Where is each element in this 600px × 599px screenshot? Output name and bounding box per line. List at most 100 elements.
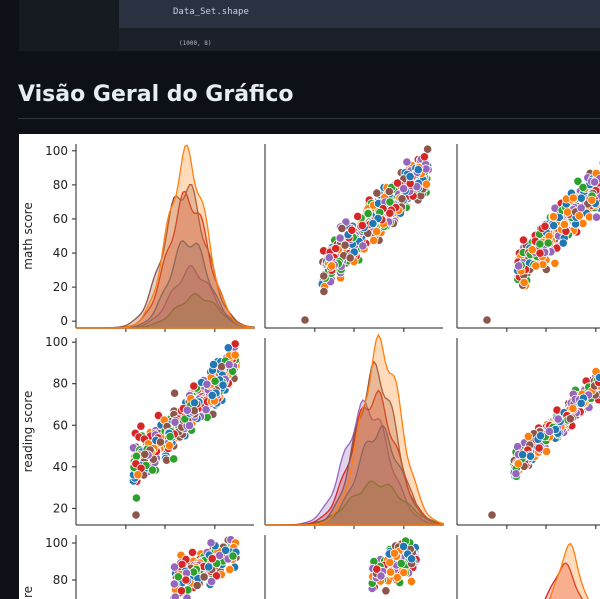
kde-curve (76, 144, 255, 329)
scatter-point (527, 245, 537, 255)
scatter-point (553, 414, 563, 424)
y-tick-label-reading: 100 (45, 335, 68, 349)
scatter-point (517, 450, 528, 460)
y-tick-label-writing: 80 (53, 573, 68, 587)
scatter-point (228, 551, 238, 561)
code-cell[interactable]: Data_Set.shape (1000, 8) (19, 0, 600, 51)
scatter-point (225, 564, 235, 575)
scatter-point (319, 271, 329, 281)
y-tick-label-reading: 80 (53, 377, 68, 391)
scatter-point (169, 579, 179, 589)
kde-curve (544, 562, 584, 599)
scatter-point (230, 350, 240, 360)
scatter-point (164, 441, 174, 451)
scatter-point (562, 207, 573, 217)
scatter-point (392, 572, 402, 583)
scatter-point (136, 421, 146, 431)
y-tick-label-writing: 100 (45, 536, 68, 550)
scatter-point (170, 388, 180, 398)
scatter-point (519, 277, 529, 287)
scatter-point (385, 208, 395, 218)
scatter-point (591, 212, 600, 222)
scatter-point (184, 420, 195, 431)
scatter-point (421, 179, 431, 189)
scatter-point (199, 572, 209, 582)
scatter-point (358, 241, 368, 251)
y-tick-label-reading: 40 (53, 460, 68, 474)
scatter-point (514, 261, 524, 271)
scatter-point (131, 493, 142, 503)
scatter-point (398, 184, 409, 194)
scatter-point (173, 572, 183, 582)
scatter-point (548, 212, 559, 222)
code-input[interactable] (119, 0, 600, 28)
code-cell-gutter (19, 0, 119, 51)
scatter-point (487, 510, 497, 520)
scatter-point (518, 235, 528, 245)
scatter-point (192, 580, 202, 590)
scatter-point (347, 225, 357, 235)
scatter-point (300, 315, 310, 325)
scatter-point (392, 178, 403, 188)
scatter-point (368, 218, 378, 229)
scatter-point (357, 220, 367, 231)
scatter-point (327, 261, 337, 271)
scatter-point (140, 449, 150, 459)
scatter-point (534, 443, 544, 453)
scatter-point (170, 417, 180, 427)
scatter-point (574, 211, 584, 221)
scatter-point (363, 209, 373, 219)
scatter-point (169, 562, 180, 572)
scatter-point (169, 454, 179, 464)
scatter-point (535, 239, 545, 249)
scatter-point (376, 571, 386, 581)
scatter-point (337, 223, 347, 234)
scatter-point (576, 398, 586, 408)
scatter-point (422, 144, 433, 154)
scatter-point (587, 195, 597, 205)
code-output: (1000, 8) (179, 40, 212, 47)
scatter-point (207, 554, 217, 564)
y-tick-label-math: 100 (45, 144, 68, 158)
scatter-point (513, 459, 523, 469)
scatter-point (573, 176, 583, 186)
scatter-point (535, 431, 546, 441)
scatter-point (413, 165, 423, 175)
scatter-point (540, 221, 550, 231)
scatter-point (381, 586, 391, 596)
scatter-point (210, 376, 220, 386)
scatter-point (578, 182, 588, 193)
scatter-point (565, 414, 575, 424)
code-line: Data_Set.shape (173, 7, 249, 17)
scatter-point (224, 360, 234, 370)
scatter-point (406, 576, 416, 586)
scatter-point (155, 437, 166, 447)
scatter-point (385, 567, 396, 577)
scatter-point (204, 562, 214, 572)
scatter-point (399, 567, 409, 578)
scatter-point (535, 248, 545, 258)
scatter-point (568, 403, 578, 414)
y-axis-label: math score (21, 202, 35, 269)
y-tick-label-math: 20 (53, 280, 68, 294)
scatter-point (384, 186, 394, 197)
scatter-point (189, 398, 200, 408)
scatter-point (211, 571, 222, 581)
scatter-point (576, 203, 586, 213)
scatter-point (165, 431, 175, 442)
scatter-point (340, 240, 350, 250)
y-tick-label-reading: 20 (53, 501, 68, 515)
scatter-point (176, 586, 187, 596)
y-tick-label-math: 80 (53, 178, 68, 192)
y-tick-label-reading: 60 (53, 418, 68, 432)
section-divider (18, 118, 600, 119)
scatter-point (230, 339, 240, 349)
scatter-point (187, 547, 198, 557)
pairplot-svg: 0 20 40 60 80 100 20 40 60 80 100 80 100 math score re… (21, 144, 600, 599)
kde-curve (548, 542, 589, 599)
scatter-point (170, 592, 180, 599)
scatter-point (511, 469, 521, 479)
scatter-point (319, 286, 329, 297)
scatter-point (372, 188, 382, 198)
scatter-point (353, 211, 363, 222)
